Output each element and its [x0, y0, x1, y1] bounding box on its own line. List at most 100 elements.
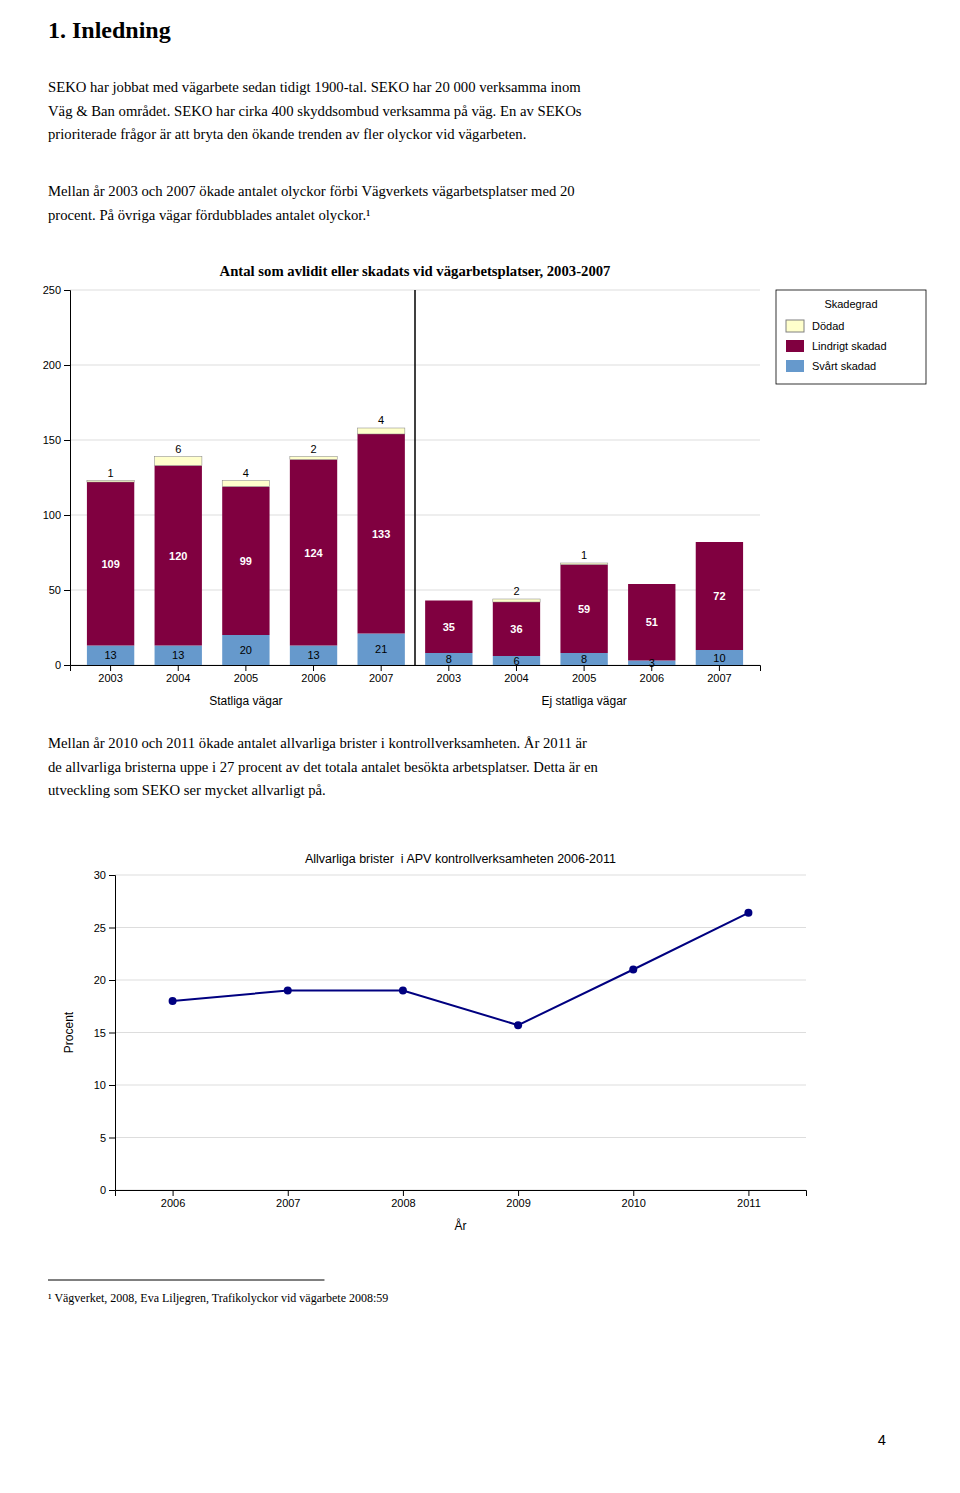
- tick: 2004: [504, 665, 528, 684]
- chart-title: Antal som avlidit eller skadats vid väga…: [220, 263, 611, 279]
- data-label: 13: [307, 649, 319, 661]
- legend: SkadegradDödadLindrigt skadadSvårt skada…: [776, 290, 926, 384]
- tick-label: 2003: [98, 672, 122, 684]
- bar: [696, 650, 743, 665]
- bar: [628, 584, 675, 585]
- plot-area: [169, 909, 753, 1029]
- bar: [87, 482, 134, 646]
- tick-label: 2005: [234, 672, 258, 684]
- data-labels: 1313201321868310109120991241333536595172…: [101, 414, 725, 669]
- group-label: Statliga vägar: [209, 694, 282, 708]
- tick-label: 2004: [504, 672, 528, 684]
- bar: [87, 481, 134, 483]
- point: [744, 909, 752, 917]
- tick-label: 2006: [301, 672, 325, 684]
- point: [514, 1021, 522, 1029]
- bar: [425, 601, 472, 654]
- axis-line: [116, 1191, 807, 1197]
- data-label: 10: [713, 652, 725, 664]
- bar: [290, 457, 337, 460]
- grid-line: [115, 1032, 806, 1033]
- paragraph: Mellan år 2010 och 2011 ökade antalet al…: [48, 735, 598, 798]
- tick: 20: [94, 974, 115, 986]
- legend-swatch: [786, 360, 804, 372]
- tick-mark: [109, 1190, 115, 1191]
- legend-title: Skadegrad: [824, 298, 877, 310]
- tick-mark: [245, 665, 246, 671]
- page: 1. Inledning SEKO har jobbat med vägarbet…: [0, 0, 960, 1493]
- point: [284, 987, 292, 995]
- data-label: 4: [243, 467, 249, 479]
- tick-label: 2004: [166, 672, 190, 684]
- page-number: 4: [878, 1432, 886, 1448]
- grid-line: [115, 980, 806, 981]
- tick: 0: [55, 659, 70, 671]
- bar: [493, 602, 540, 656]
- grid-line: [115, 1085, 806, 1086]
- grid-line: [115, 1137, 806, 1138]
- paragraph: SEKO har jobbat med vägarbete sedan tidi…: [48, 79, 582, 142]
- tick-label: 2005: [572, 672, 596, 684]
- tick-mark: [719, 665, 720, 671]
- tick-mark: [64, 590, 70, 591]
- grid: [70, 290, 760, 665]
- tick-label: 150: [43, 434, 61, 446]
- tick: 2006: [161, 1190, 185, 1209]
- bar: [290, 460, 337, 646]
- tick: 250: [43, 284, 70, 296]
- axis-line: [64, 291, 71, 666]
- bar: [155, 457, 202, 466]
- bar: [222, 635, 269, 665]
- bar: [560, 565, 607, 654]
- footnote-rule: [48, 1280, 324, 1281]
- tick-label: 100: [43, 509, 61, 521]
- tick-mark: [64, 440, 70, 441]
- data-label: 3: [649, 657, 655, 669]
- heading: 1. Inledning: [48, 17, 171, 43]
- data-label: 20: [240, 644, 252, 656]
- tick-label: 2006: [161, 1197, 185, 1209]
- bar: [696, 542, 743, 543]
- tick-mark: [110, 665, 111, 671]
- axis: 051015202530: [94, 869, 116, 1196]
- tick: 2009: [506, 1190, 530, 1209]
- tick-label: 0: [55, 659, 61, 671]
- tick-mark: [448, 665, 449, 671]
- data-label: 72: [713, 590, 725, 602]
- data-label: 8: [446, 653, 452, 665]
- data-label: 35: [443, 621, 455, 633]
- axis-line: [109, 876, 116, 1191]
- bar: [222, 487, 269, 636]
- tick-mark: [109, 1033, 115, 1034]
- tick-label: 2007: [276, 1197, 300, 1209]
- grid: [115, 875, 806, 1190]
- footnote: ¹ Vägverket, 2008, Eva Liljegren, Trafik…: [48, 1291, 388, 1305]
- tick: 10: [94, 1079, 115, 1091]
- data-label: 99: [240, 555, 252, 567]
- tick: 150: [43, 434, 70, 446]
- legend-frame: [776, 290, 926, 384]
- bar: [560, 563, 607, 565]
- tick-mark: [178, 665, 179, 671]
- tick-label: 2007: [707, 672, 731, 684]
- tick: 2007: [707, 665, 731, 684]
- grid-line: [115, 875, 806, 876]
- tick: 2010: [622, 1190, 646, 1209]
- bar: [425, 600, 472, 601]
- tick-label: 15: [94, 1027, 106, 1039]
- data-label: 36: [510, 623, 522, 635]
- category-groups: Statliga vägarEj statliga vägar: [209, 290, 627, 708]
- legend-swatch: [786, 320, 804, 332]
- series: [87, 428, 608, 602]
- bar: [358, 634, 405, 666]
- tick-mark: [403, 1190, 404, 1196]
- bar: [628, 584, 675, 661]
- tick-mark: [633, 1190, 634, 1196]
- tick: 200: [43, 359, 70, 371]
- tick-mark: [109, 928, 115, 929]
- tick: 2004: [166, 665, 190, 684]
- tick: 30: [94, 869, 115, 881]
- tick-label: 200: [43, 359, 61, 371]
- tick-label: 50: [49, 584, 61, 596]
- tick-label: 30: [94, 869, 106, 881]
